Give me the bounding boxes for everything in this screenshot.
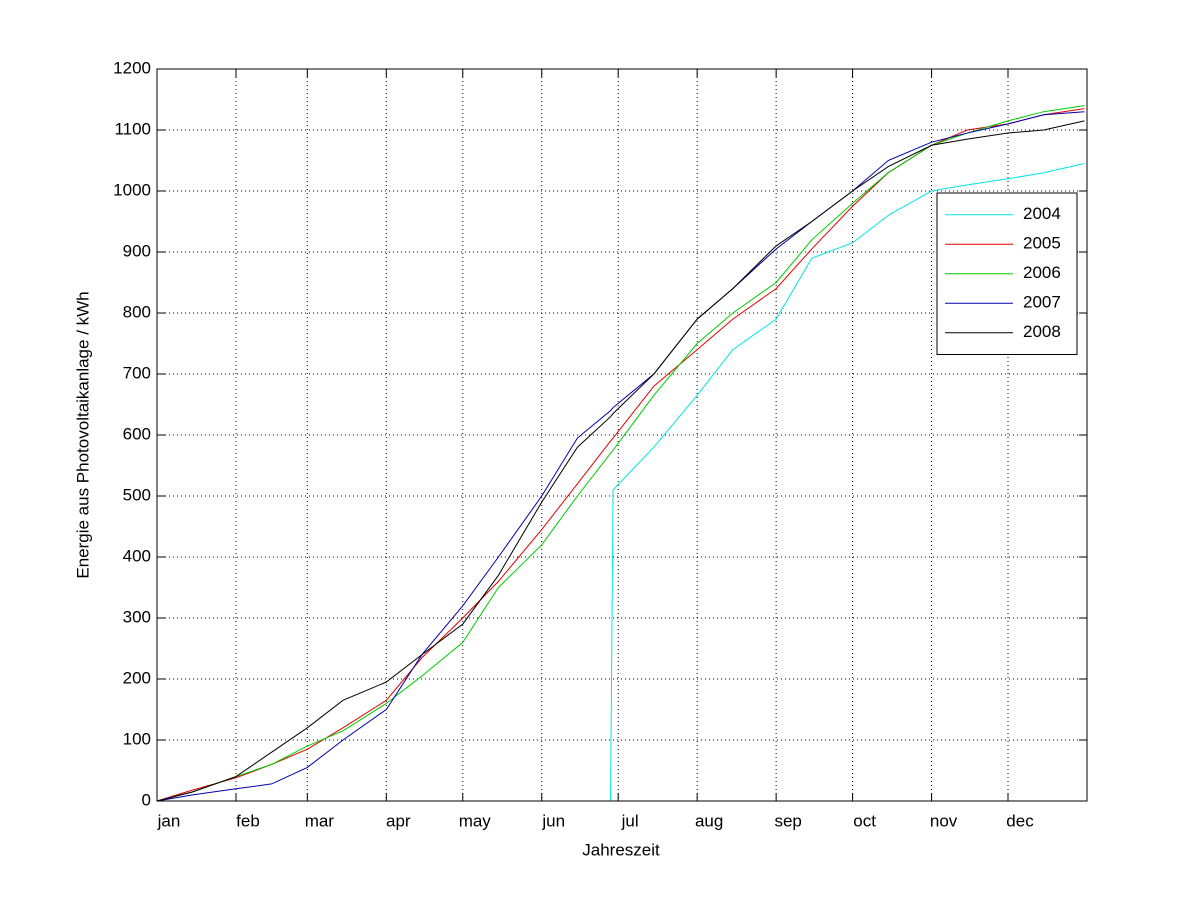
x-tick-label: feb (236, 811, 260, 830)
x-tick-label: jan (157, 811, 181, 830)
y-tick-label: 100 (123, 729, 151, 748)
y-tick-label: 200 (123, 668, 151, 687)
series-line (156, 120, 1085, 802)
x-tick-label: may (459, 811, 492, 830)
y-tick-label: 500 (123, 485, 151, 504)
series-line (156, 111, 1085, 802)
y-tick-label: 700 (123, 363, 151, 382)
x-tick-label: nov (930, 811, 958, 830)
x-tick-label: sep (774, 811, 801, 830)
x-tick-label: jun (541, 811, 565, 830)
legend-label: 2007 (1023, 293, 1061, 312)
x-tick-label: mar (305, 811, 335, 830)
y-tick-label: 800 (123, 302, 151, 321)
y-tick-label: 1000 (113, 180, 151, 199)
y-tick-label: 300 (123, 607, 151, 626)
y-tick-label: 1100 (114, 119, 151, 138)
x-tick-label: aug (695, 811, 723, 830)
y-tick-label: 900 (123, 241, 151, 260)
y-tick-label: 400 (123, 546, 151, 565)
x-tick-label: jul (621, 811, 639, 830)
x-tick-label: apr (386, 811, 411, 830)
legend-label: 2004 (1023, 204, 1061, 223)
plot-frame (156, 68, 1088, 802)
x-tick-label: oct (853, 811, 876, 830)
y-axis-label: Energie aus Photovoltaikanlage / kWh (73, 291, 92, 578)
series-line (610, 163, 1085, 802)
legend-label: 2006 (1023, 263, 1061, 282)
legend-label: 2005 (1023, 234, 1061, 253)
x-axis-label: Jahreszeit (582, 840, 660, 859)
legend-label: 2008 (1023, 322, 1061, 341)
y-tick-label: 1200 (113, 58, 151, 77)
y-tick-label: 600 (123, 424, 151, 443)
y-tick-label: 0 (142, 790, 151, 809)
x-tick-label: dec (1006, 811, 1034, 830)
series-line (156, 105, 1085, 802)
